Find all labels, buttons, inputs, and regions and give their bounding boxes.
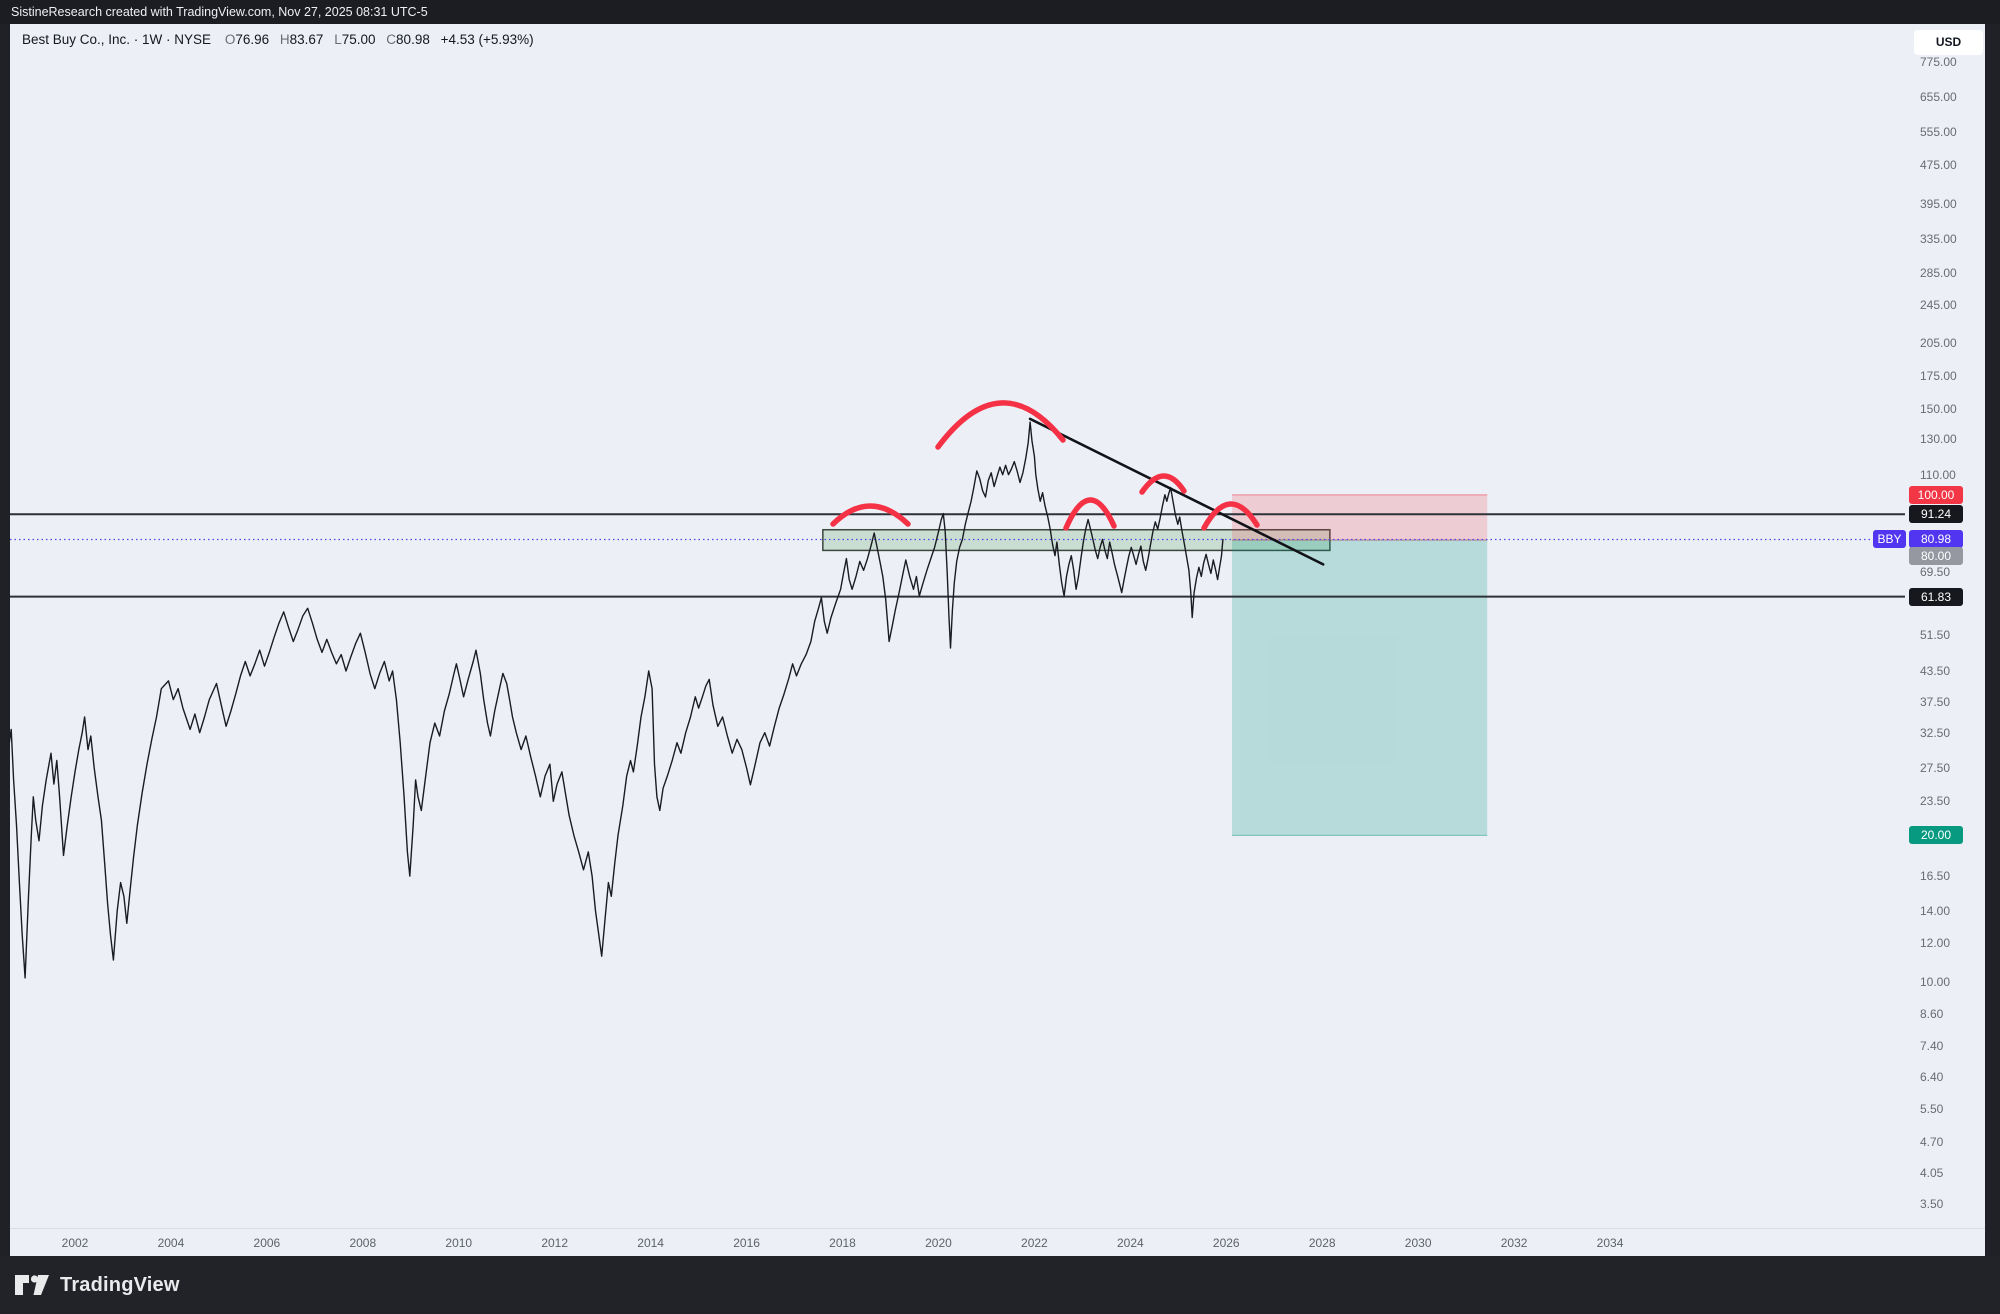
tradingview-logo-icon: [15, 1275, 49, 1295]
short-profit-box: [1232, 539, 1488, 836]
chart-background: [10, 24, 1985, 1256]
price-tick-555.00: 555.00: [1920, 125, 1957, 140]
price-tick-130.00: 130.00: [1920, 432, 1957, 447]
time-axis[interactable]: 2002 2004 2006 2008 2010 2012 2014 2016 2018 2020…: [10, 1228, 1985, 1257]
tradingview-logo[interactable]: TradingView: [14, 1270, 180, 1300]
year-label-2002: 2002: [61, 1236, 89, 1250]
price-tick-51.50: 51.50: [1920, 628, 1951, 643]
price-tick-43.50: 43.50: [1920, 663, 1951, 678]
price-tick-10.00: 10.00: [1920, 975, 1951, 990]
price-tick-175.00: 175.00: [1920, 369, 1957, 384]
price-tick-23.50: 23.50: [1920, 794, 1951, 809]
last-price-label: 80.98: [1909, 530, 1963, 549]
year-label-2006: 2006: [253, 1236, 281, 1250]
year-label-2030: 2030: [1404, 1236, 1432, 1250]
price-tick-245.00: 245.00: [1920, 298, 1957, 313]
year-label-2022: 2022: [1021, 1236, 1048, 1250]
tradingview-brand-text: TradingView: [60, 1273, 180, 1296]
price-tick-14.00: 14.00: [1920, 903, 1951, 918]
price-tick-32.50: 32.50: [1920, 725, 1951, 740]
price-tick-69.50: 69.50: [1920, 564, 1951, 579]
pattern-arc-1: [935, 400, 1066, 450]
price-tick-7.40: 7.40: [1920, 1038, 1944, 1053]
price-tick-655.00: 655.00: [1920, 90, 1957, 105]
zone-price-label: 80.00: [1909, 547, 1963, 565]
close-value: 80.98: [396, 32, 430, 47]
price-tick-4.70: 4.70: [1920, 1134, 1944, 1149]
pattern-arc-2: [1063, 497, 1117, 531]
low-label: L: [334, 32, 342, 47]
low-value: 75.00: [341, 32, 376, 47]
year-label-2028: 2028: [1308, 1236, 1336, 1250]
year-label-2008: 2008: [349, 1236, 377, 1250]
pattern-arc-4: [1201, 501, 1260, 531]
export-attribution-text: SistineResearch created with TradingView…: [11, 5, 428, 19]
price-tick-5.50: 5.50: [1920, 1101, 1944, 1116]
year-label-2018: 2018: [829, 1236, 856, 1250]
year-label-2024: 2024: [1116, 1236, 1144, 1250]
open-label: O: [224, 32, 236, 47]
ticker-badge: BBY: [1873, 530, 1906, 549]
price-tick-110.00: 110.00: [1920, 467, 1956, 482]
price-tick-27.50: 27.50: [1920, 761, 1951, 776]
price-tick-335.00: 335.00: [1920, 232, 1957, 247]
year-label-2012: 2012: [541, 1236, 569, 1250]
pattern-arc-3: [1139, 473, 1187, 495]
price-tick-775.00: 775.00: [1920, 54, 1957, 69]
price-series-line: [8, 421, 1224, 979]
year-label-2034: 2034: [1596, 1236, 1624, 1250]
price-tick-12.00: 12.00: [1920, 936, 1951, 951]
price-tick-4.05: 4.05: [1920, 1166, 1944, 1181]
price-tick-37.50: 37.50: [1920, 695, 1951, 710]
symbol-title: Best Buy Co., Inc. · 1W · NYSE: [22, 32, 212, 47]
target-price-label: 20.00: [1909, 826, 1963, 845]
price-tick-395.00: 395.00: [1920, 197, 1957, 212]
support-price-label: 61.83: [1909, 588, 1963, 607]
currency-toggle-button[interactable]: USD: [1914, 30, 1983, 55]
change-value: +4.53 (+5.93%): [440, 32, 534, 47]
price-tick-8.60: 8.60: [1920, 1006, 1944, 1021]
year-label-2014: 2014: [637, 1236, 664, 1250]
price-tick-205.00: 205.00: [1920, 335, 1957, 350]
year-label-2010: 2010: [445, 1236, 473, 1250]
year-label-2020: 2020: [925, 1236, 952, 1250]
price-tick-475.00: 475.00: [1920, 158, 1957, 173]
pattern-arc-0: [830, 503, 911, 527]
year-label-2016: 2016: [733, 1236, 760, 1250]
open-value: 76.96: [235, 32, 270, 47]
export-attribution-bar: SistineResearch created with TradingView…: [0, 0, 2000, 24]
year-label-2004: 2004: [157, 1236, 185, 1250]
close-label: C: [386, 32, 397, 47]
resistance-price-label: 91.24: [1909, 505, 1963, 524]
year-label-2032: 2032: [1500, 1236, 1528, 1250]
price-tick-150.00: 150.00: [1920, 402, 1957, 417]
footer-bar: TradingView: [0, 1256, 2000, 1314]
symbol-info-bar: Best Buy Co., Inc. · 1W · NYSE O76.96 H8…: [22, 32, 534, 50]
year-label-2026: 2026: [1212, 1236, 1240, 1250]
price-tick-3.50: 3.50: [1920, 1197, 1944, 1212]
price-tick-285.00: 285.00: [1920, 266, 1957, 281]
descending-trendline: [1028, 417, 1325, 566]
high-value: 83.67: [289, 32, 324, 47]
price-tick-6.40: 6.40: [1920, 1069, 1944, 1084]
stop-price-label: 100.00: [1909, 485, 1963, 504]
short-risk-box: [1232, 494, 1488, 540]
price-tick-16.50: 16.50: [1920, 869, 1951, 884]
high-label: H: [279, 32, 290, 47]
